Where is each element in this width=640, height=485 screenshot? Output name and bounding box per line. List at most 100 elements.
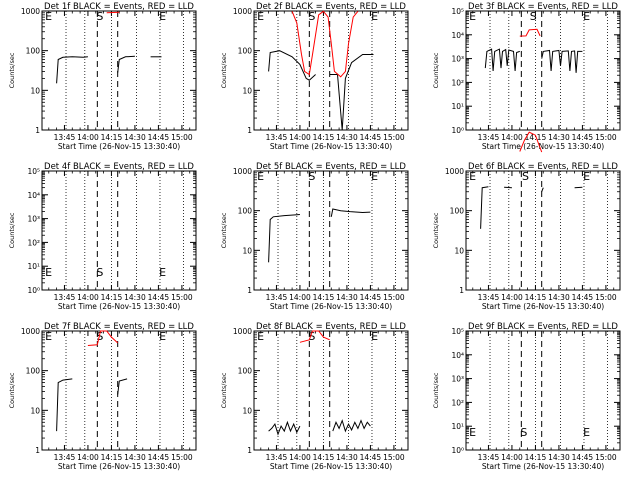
end-marker: E bbox=[469, 170, 476, 183]
x-tick-label: 14:45 bbox=[572, 293, 594, 302]
y-tick-label: 1000 bbox=[21, 327, 40, 336]
events-series-line bbox=[541, 187, 544, 192]
x-tick-label: 15:00 bbox=[383, 133, 405, 142]
x-tick-label: 14:00 bbox=[77, 293, 99, 302]
y-tick-label: 10⁵ bbox=[451, 7, 464, 16]
y-tick-label: 1000 bbox=[21, 7, 40, 16]
end-marker: E bbox=[257, 330, 264, 343]
plot-frame bbox=[41, 330, 197, 451]
y-tick-label: 10¹ bbox=[451, 422, 464, 431]
y-tick-label: 1000 bbox=[445, 167, 464, 176]
y-axis-label: Counts/sec bbox=[432, 52, 440, 88]
lld-series-line bbox=[106, 11, 120, 14]
y-tick-label: 100 bbox=[450, 207, 465, 216]
y-tick-label: 10⁴ bbox=[27, 191, 40, 200]
x-tick-label: 14:30 bbox=[548, 133, 570, 142]
end-marker: E bbox=[257, 170, 264, 183]
end-marker: E bbox=[45, 266, 52, 279]
x-axis-label: Start Time (26-Nov-15 13:30:40) bbox=[58, 302, 180, 311]
plot-frame bbox=[465, 10, 621, 131]
x-tick-label: 14:45 bbox=[572, 133, 594, 142]
y-tick-label: 100 bbox=[26, 367, 41, 376]
plot-frame bbox=[41, 170, 197, 291]
x-tick-label: 13:45 bbox=[54, 293, 76, 302]
detector-panel: Det 5f BLACK = Events, RED = LLD 1 10 100 10… bbox=[220, 162, 409, 311]
events-series-line bbox=[484, 48, 520, 72]
end-marker: E bbox=[583, 10, 590, 23]
x-tick-label: 14:00 bbox=[289, 453, 311, 462]
x-tick-label: 14:00 bbox=[289, 293, 311, 302]
events-series-line bbox=[117, 55, 135, 73]
x-tick-label: 15:00 bbox=[595, 453, 617, 462]
panel-title: Det 3f BLACK = Events, RED = LLD bbox=[468, 2, 618, 12]
events-series-line bbox=[574, 186, 583, 189]
y-tick-label: 10 bbox=[454, 246, 464, 255]
events-series-line bbox=[330, 208, 371, 217]
y-tick-label: 10 bbox=[242, 86, 252, 95]
y-tick-label: 10⁴ bbox=[451, 351, 464, 360]
events-series-line bbox=[56, 378, 73, 432]
x-tick-label: 13:45 bbox=[54, 453, 76, 462]
detector-panel: Det 8f BLACK = Events, RED = LLD 1 10 100 10… bbox=[220, 322, 409, 471]
end-marker: E bbox=[371, 170, 378, 183]
x-tick-label: 14:45 bbox=[572, 453, 594, 462]
y-tick-label: 10 bbox=[30, 406, 40, 415]
end-marker: E bbox=[583, 426, 590, 439]
end-marker: E bbox=[159, 266, 166, 279]
y-axis-label: Counts/sec bbox=[220, 52, 228, 88]
x-tick-label: 15:00 bbox=[383, 293, 405, 302]
y-tick-label: 1 bbox=[35, 126, 40, 135]
events-series-line bbox=[268, 50, 316, 81]
lld-series-line bbox=[87, 330, 119, 346]
detector-panel: Det 9f BLACK = Events, RED = LLD 10⁰ 10¹ 10… bbox=[432, 322, 621, 471]
y-axis-label: Counts/sec bbox=[220, 212, 228, 248]
panel-title: Det 4f BLACK = Events, RED = LLD bbox=[44, 162, 194, 172]
x-tick-label: 14:15 bbox=[313, 293, 335, 302]
panel-title: Det 2f BLACK = Events, RED = LLD bbox=[256, 2, 406, 12]
x-tick-label: 14:00 bbox=[501, 293, 523, 302]
plot-frame bbox=[465, 330, 621, 451]
x-tick-label: 14:15 bbox=[101, 293, 123, 302]
end-marker: E bbox=[45, 330, 52, 343]
y-tick-label: 10² bbox=[27, 238, 40, 247]
x-tick-label: 14:45 bbox=[360, 133, 382, 142]
x-axis-label: Start Time (26-Nov-15 13:30:40) bbox=[270, 462, 392, 471]
x-tick-label: 14:15 bbox=[313, 453, 335, 462]
panel-title: Det 9f BLACK = Events, RED = LLD bbox=[468, 322, 618, 332]
y-tick-label: 10³ bbox=[451, 55, 464, 64]
detector-panel: Det 3f BLACK = Events, RED = LLD 10⁰ 10¹ 10… bbox=[432, 2, 621, 151]
y-tick-label: 10¹ bbox=[451, 102, 464, 111]
start-marker: S bbox=[522, 170, 529, 183]
x-tick-label: 14:00 bbox=[77, 133, 99, 142]
events-series-line bbox=[268, 420, 301, 436]
x-tick-label: 15:00 bbox=[171, 293, 193, 302]
end-marker: E bbox=[159, 330, 166, 343]
y-tick-label: 1 bbox=[247, 126, 252, 135]
x-tick-label: 13:45 bbox=[266, 133, 288, 142]
x-tick-label: 14:00 bbox=[501, 453, 523, 462]
start-marker: S bbox=[308, 170, 315, 183]
panel-title: Det 7f BLACK = Events, RED = LLD bbox=[44, 322, 194, 332]
detector-panel: Det 7f BLACK = Events, RED = LLD 1 10 100 10… bbox=[8, 322, 197, 471]
y-tick-label: 1 bbox=[459, 286, 464, 295]
end-marker: E bbox=[159, 10, 166, 23]
y-axis-label: Counts/sec bbox=[220, 372, 228, 408]
x-tick-label: 15:00 bbox=[171, 453, 193, 462]
y-tick-label: 1 bbox=[247, 286, 252, 295]
x-axis-label: Start Time (26-Nov-15 13:30:40) bbox=[58, 142, 180, 151]
y-tick-label: 10⁰ bbox=[451, 446, 464, 455]
x-tick-label: 14:15 bbox=[525, 293, 547, 302]
events-series-line bbox=[329, 54, 374, 131]
x-tick-label: 15:00 bbox=[595, 293, 617, 302]
y-tick-label: 10⁵ bbox=[27, 167, 40, 176]
y-tick-label: 10⁰ bbox=[27, 286, 40, 295]
y-axis-label: Counts/sec bbox=[432, 372, 440, 408]
y-tick-label: 1000 bbox=[233, 327, 252, 336]
end-marker: E bbox=[583, 170, 590, 183]
x-tick-label: 14:30 bbox=[124, 293, 146, 302]
x-tick-label: 14:30 bbox=[548, 293, 570, 302]
x-axis-label: Start Time (26-Nov-15 13:30:40) bbox=[270, 142, 392, 151]
y-tick-label: 1000 bbox=[233, 7, 252, 16]
start-marker: S bbox=[308, 330, 315, 343]
